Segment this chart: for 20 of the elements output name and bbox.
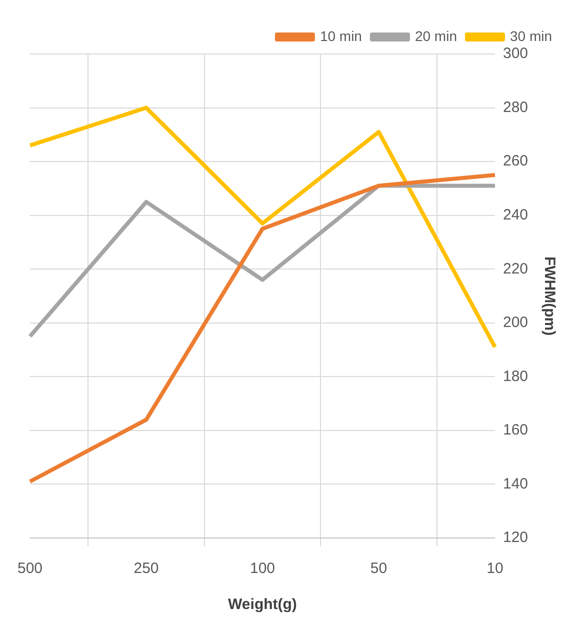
y-tick-label: 160 <box>502 422 528 439</box>
y-tick-label: 300 <box>502 45 528 62</box>
legend-label: 10 min <box>320 28 362 44</box>
y-tick-label: 120 <box>502 529 528 546</box>
y-tick-label: 140 <box>502 475 528 492</box>
x-tick-label: 10 <box>486 560 504 578</box>
y-tick-label: 260 <box>502 152 528 170</box>
x-tick-label: 250 <box>134 560 159 578</box>
x-tick-label: 50 <box>370 560 388 578</box>
y-tick-label: 280 <box>502 98 528 116</box>
y-axis-title: FWHM(pm) <box>540 256 558 336</box>
y-tick-label: 240 <box>502 206 528 224</box>
x-tick-label: 500 <box>17 560 43 578</box>
y-tick-label: 180 <box>502 368 528 385</box>
y-tick-label: 220 <box>502 260 528 278</box>
x-axis-title: Weight(g) <box>228 596 297 614</box>
x-tick-label: 100 <box>250 560 275 578</box>
legend-label: 30 min <box>510 28 552 44</box>
legend-label: 20 min <box>414 28 457 44</box>
y-tick-label: 200 <box>502 314 528 332</box>
